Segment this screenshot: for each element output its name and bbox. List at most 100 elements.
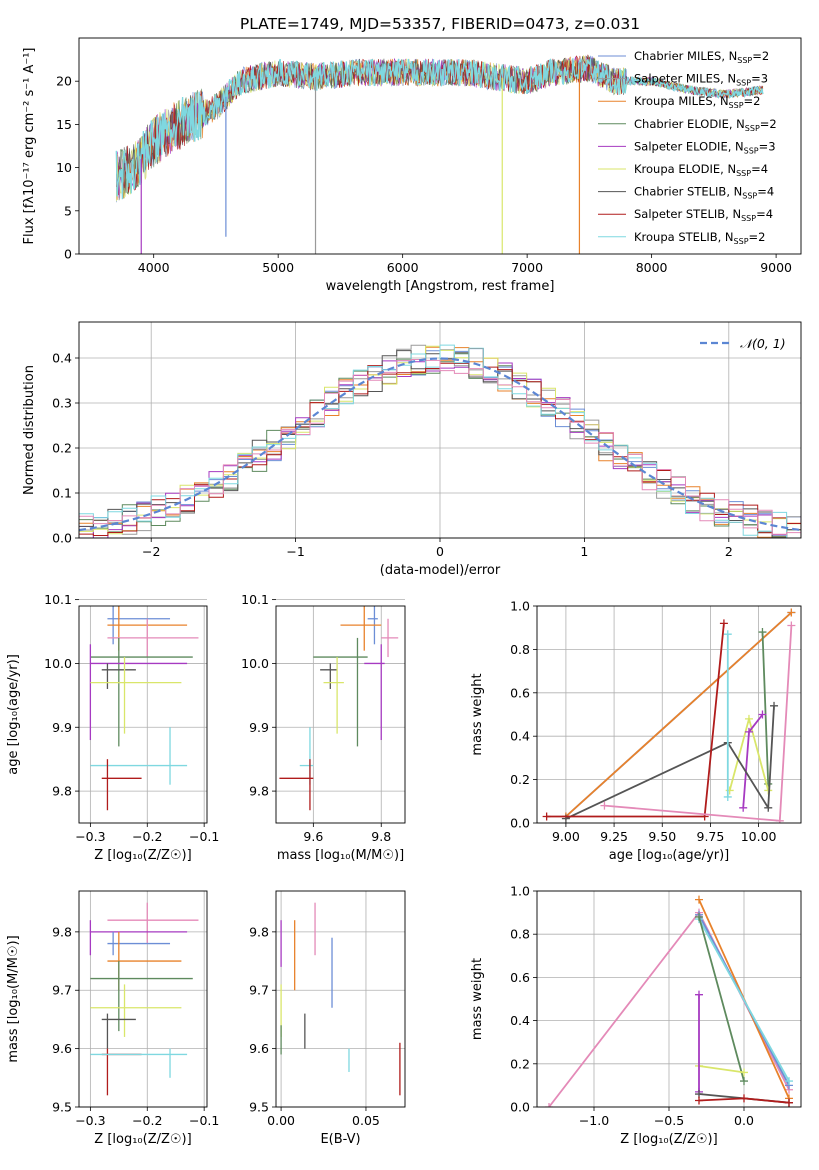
x-tick-label: 9.6 bbox=[303, 829, 323, 844]
grid bbox=[79, 599, 207, 823]
histogram-step-10 bbox=[79, 359, 801, 538]
legend-label: Kroupa ELODIE, NSSP=4 bbox=[634, 162, 768, 178]
weight-marker bbox=[545, 1103, 553, 1107]
x-axis-label: wavelength [Angstrom, rest frame] bbox=[326, 279, 555, 294]
x-tick-label: −0.3 bbox=[75, 1113, 105, 1128]
y-tick-label: 9.8 bbox=[52, 924, 72, 939]
axes-frame bbox=[78, 37, 802, 255]
weight-marker bbox=[785, 1077, 793, 1086]
y-tick-label: 9.6 bbox=[52, 1041, 72, 1056]
weight-line-2 bbox=[565, 611, 793, 818]
axes-frame bbox=[536, 605, 802, 824]
weight-lines bbox=[545, 895, 793, 1107]
weight-marker bbox=[770, 701, 779, 710]
y-tick-label: 0.2 bbox=[52, 441, 72, 456]
y-tick-label: 0.0 bbox=[510, 1100, 530, 1115]
weight-marker bbox=[695, 895, 703, 904]
y-tick-label: 0.6 bbox=[510, 685, 530, 700]
weight-marker bbox=[740, 1068, 748, 1077]
y-axis-label: mass weight bbox=[470, 673, 485, 755]
x-tick-label: 2 bbox=[725, 544, 733, 559]
x-tick-label: 9000 bbox=[760, 260, 792, 275]
weight-marker bbox=[764, 803, 773, 812]
weight-line-6 bbox=[698, 1065, 745, 1074]
weight-lines bbox=[542, 608, 796, 823]
x-axis-label: (data-model)/error bbox=[380, 563, 501, 578]
legend-label: Chabrier ELODIE, NSSP=2 bbox=[634, 117, 777, 133]
weight-marker bbox=[744, 714, 753, 723]
weight-marker bbox=[600, 801, 609, 810]
y-axis-label: mass [log₁₀(M/M☉)] bbox=[6, 935, 21, 1062]
mass-vs-extinction-panel: 0.00 0.05 9.5 9.6 9.7 9.8 E(B-V) bbox=[249, 890, 406, 1147]
y-tick-label: 15 bbox=[56, 117, 72, 132]
spectrum-lines bbox=[115, 54, 764, 254]
weight-marker bbox=[785, 1098, 793, 1107]
y-tick-label: 10.1 bbox=[44, 592, 72, 607]
axes-frame bbox=[536, 890, 802, 1108]
x-axis-label: age [log₁₀(age/yr)] bbox=[609, 848, 730, 863]
spectrum-panel: 4000 5000 6000 7000 8000 9000 0 5 10 15 20 waveleng… bbox=[22, 37, 802, 294]
legend-label: Kroupa STELIB, NSSP=2 bbox=[634, 230, 765, 246]
weight-line-5 bbox=[698, 916, 745, 1082]
y-tick-label: 0.8 bbox=[510, 927, 530, 942]
x-axis-label: E(B-V) bbox=[320, 1132, 360, 1147]
age-vs-mass-panel: 9.6 9.8 9.8 9.9 10.0 10.1 mass [log₁₀(M/M☉)] bbox=[241, 592, 406, 863]
x-tick-label: −0.2 bbox=[132, 1113, 162, 1128]
weight-marker bbox=[740, 1094, 748, 1103]
histogram-legend: 𝒩(0, 1) bbox=[700, 336, 786, 351]
weight-marker bbox=[719, 619, 728, 628]
x-tick-label: 1 bbox=[580, 544, 588, 559]
axes-frame bbox=[275, 890, 406, 1108]
axes-frame bbox=[78, 605, 208, 824]
y-tick-label: 5 bbox=[64, 203, 72, 218]
error-bars bbox=[89, 902, 199, 1096]
axes-frame bbox=[78, 890, 208, 1108]
x-tick-label: 8000 bbox=[636, 260, 668, 275]
weight-marker bbox=[787, 608, 796, 617]
legend-label: 𝒩(0, 1) bbox=[740, 336, 786, 351]
x-tick-label: −0.5 bbox=[654, 1113, 684, 1128]
y-tick-label: 9.8 bbox=[249, 924, 269, 939]
grid bbox=[79, 891, 207, 1108]
x-tick-label: 9.50 bbox=[648, 829, 676, 844]
x-tick-label: 9.25 bbox=[600, 829, 628, 844]
y-tick-label: 9.9 bbox=[52, 720, 72, 735]
y-tick-label: 9.7 bbox=[249, 983, 269, 998]
legend-label: Chabrier MILES, NSSP=2 bbox=[634, 49, 769, 65]
y-tick-label: 0.8 bbox=[510, 642, 530, 657]
y-axis-label: Normed distribution bbox=[22, 365, 37, 495]
x-tick-label: 9.75 bbox=[697, 829, 725, 844]
x-axis-label: Z [log₁₀(Z/Z☉)] bbox=[94, 848, 191, 863]
legend-label: Salpeter ELODIE, NSSP=3 bbox=[634, 139, 776, 155]
weight-marker bbox=[723, 630, 732, 639]
x-tick-label: 0.05 bbox=[352, 1113, 380, 1128]
x-tick-label: 7000 bbox=[511, 260, 543, 275]
grid bbox=[276, 599, 405, 823]
weight-marker bbox=[744, 727, 753, 736]
residual-histogram-panel: −2 −1 0 1 2 0.0 0.1 0.2 0.3 0.4 (data-model)/error… bbox=[22, 321, 802, 578]
x-tick-label: 0.00 bbox=[267, 1113, 295, 1128]
legend-label: Salpeter STELIB, NSSP=4 bbox=[634, 207, 773, 223]
x-tick-label: 6000 bbox=[387, 260, 419, 275]
normal-reference-curve bbox=[79, 357, 801, 532]
y-tick-label: 10.0 bbox=[241, 656, 269, 671]
weight-marker bbox=[775, 816, 784, 823]
legend-label: Chabrier STELIB, NSSP=4 bbox=[634, 185, 774, 201]
axes-frame bbox=[78, 321, 802, 539]
weight-vs-age-panel: 9.00 9.25 9.50 9.75 10.00 0.0 0.2 0.4 0.6 0.8 1.0 a… bbox=[470, 599, 802, 863]
y-axis-label: mass weight bbox=[470, 958, 485, 1040]
x-tick-label: −0.1 bbox=[189, 829, 219, 844]
weight-marker bbox=[758, 628, 767, 637]
y-tick-label: 0.0 bbox=[510, 816, 530, 831]
weight-marker bbox=[723, 792, 732, 801]
x-tick-label: 9.00 bbox=[552, 829, 580, 844]
y-tick-label: 9.9 bbox=[249, 720, 269, 735]
y-tick-label: 9.5 bbox=[52, 1100, 72, 1115]
error-bars bbox=[279, 606, 399, 811]
x-tick-label: 4000 bbox=[138, 260, 170, 275]
histogram-lines bbox=[79, 344, 801, 538]
weight-marker bbox=[739, 803, 748, 812]
y-tick-label: 0.0 bbox=[52, 531, 72, 546]
y-tick-label: 0.4 bbox=[52, 351, 72, 366]
